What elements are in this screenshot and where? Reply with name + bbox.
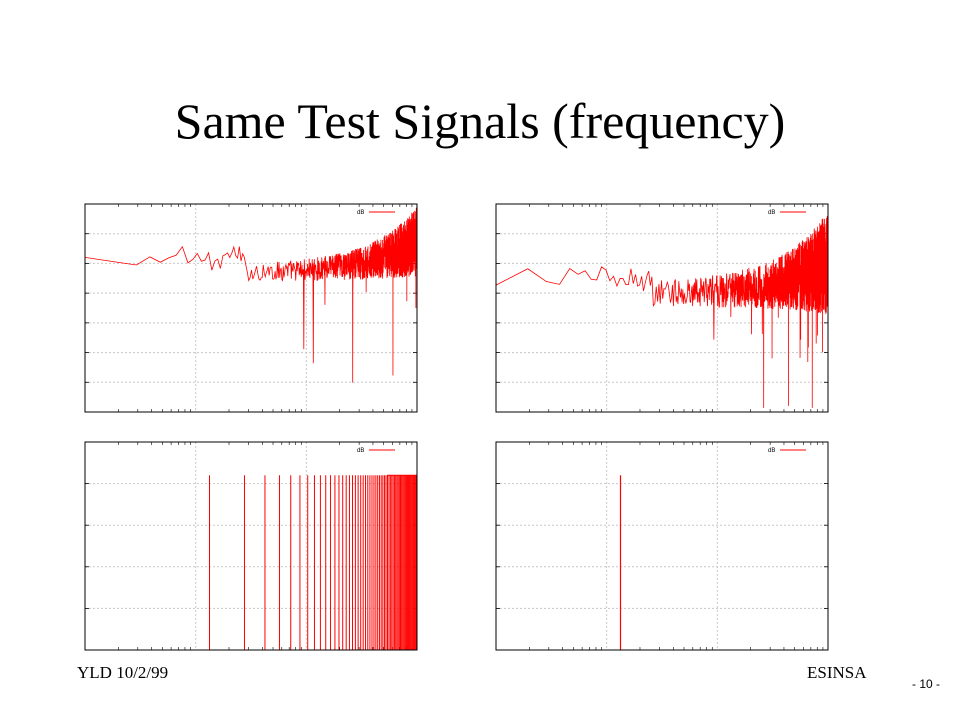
- legend-label: dB: [768, 210, 775, 216]
- footer-org: ESINSA: [807, 663, 867, 683]
- footer-date: YLD 10/2/99: [77, 663, 168, 683]
- series-dB: [496, 475, 828, 650]
- chart-top-right: dB: [488, 196, 834, 418]
- series-dB: [496, 216, 828, 408]
- plot-frame: [85, 442, 417, 650]
- chart-svg: dB: [77, 434, 423, 656]
- series-dB: [85, 475, 417, 650]
- chart-svg: dB: [488, 196, 834, 418]
- chart-bottom-left: dB: [77, 434, 423, 656]
- slide-title: Same Test Signals (frequency): [0, 92, 960, 150]
- plot-frame: [85, 204, 417, 412]
- chart-svg: dB: [77, 196, 423, 418]
- legend-label: dB: [357, 448, 364, 454]
- legend-label: dB: [357, 210, 364, 216]
- chart-svg: dB: [488, 434, 834, 656]
- page-number: - 10 -: [912, 677, 940, 691]
- legend-label: dB: [768, 448, 775, 454]
- plot-frame: [496, 442, 828, 650]
- chart-bottom-right: dB: [488, 434, 834, 656]
- chart-top-left: dB: [77, 196, 423, 418]
- series-line: [496, 216, 828, 408]
